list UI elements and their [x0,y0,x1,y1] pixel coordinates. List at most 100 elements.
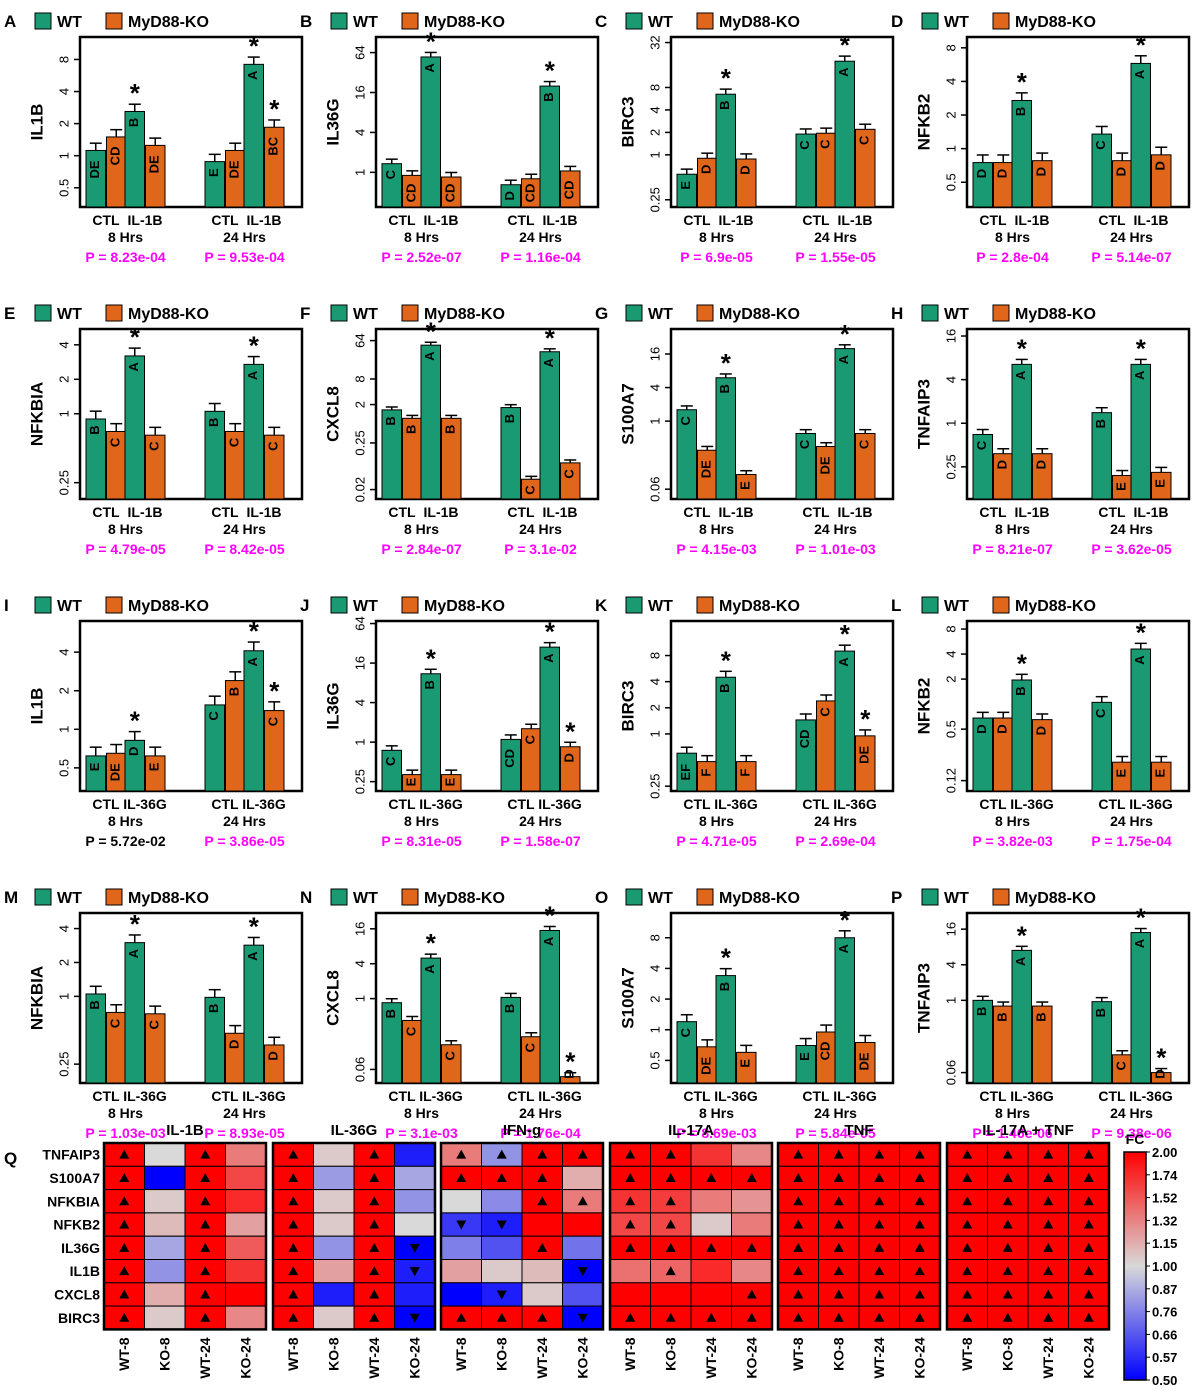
sig-star: * [840,319,851,349]
up-arrow-icon [706,1172,717,1182]
heatmap-cell [225,1305,267,1330]
sig-letter: DE [87,160,102,178]
y-tick-label: 1 [56,993,71,1000]
up-arrow-icon [962,1172,973,1182]
up-arrow-icon [369,1172,380,1182]
legend-wt-swatch [921,304,939,322]
up-arrow-icon [1083,1289,1094,1299]
legend-ko-swatch [105,888,123,906]
x-tick-label: IL-36G [123,796,167,812]
legend-wt-swatch [921,12,939,30]
heatmap-col-label: KO-8 [157,1337,173,1371]
legend-wt-label: WT [353,598,378,615]
legend-wt-label: WT [648,306,673,323]
sig-star: * [426,26,437,56]
y-tick-label: 4 [647,678,662,685]
sig-letter: B [974,1007,989,1016]
legend-wt-label: WT [57,306,82,323]
x-tick-label: IL-1B [247,212,282,228]
legend-ko-swatch [696,304,714,322]
legend-wt-label: WT [57,890,82,907]
legend-wt-swatch [921,596,939,614]
up-arrow-icon [288,1289,299,1299]
x-tick-label: CTL [388,212,416,228]
y-tick-label: 64 [352,45,367,59]
heatmap-cell [144,1212,186,1237]
bar-wt [243,944,264,1084]
time-label: 8 Hrs [699,229,734,245]
x-tick-label: CTL [979,796,1007,812]
sig-letter: A [1132,938,1147,948]
up-arrow-icon [1002,1242,1013,1252]
up-arrow-icon [119,1149,130,1159]
up-arrow-icon [537,1242,548,1252]
up-arrow-icon [1002,1266,1013,1276]
y-tick-label: 64 [352,616,367,630]
bar-wt [539,929,560,1084]
heatmap-col-label: WT-24 [197,1337,213,1378]
time-label: 8 Hrs [404,229,439,245]
up-arrow-icon [288,1196,299,1206]
sig-letter: DE [857,746,872,764]
x-tick-label: IL-36G [714,796,758,812]
bar-wt [243,363,264,500]
panel-B: B WT MyD88-KO 1 4 16 64 IL36G C CD A * CD D CD B * CD CTL I… [300,12,600,265]
time-label: 8 Hrs [699,1105,734,1121]
sig-letter: B [1034,1012,1049,1021]
scale-tick-label: 1.15 [1152,1236,1177,1251]
heatmap-col-label: KO-24 [912,1337,928,1378]
sig-letter: C [108,1018,123,1028]
up-arrow-icon [746,1172,757,1182]
y-tick-label: 2 [647,129,662,136]
y-tick-label: 0.06 [647,477,662,502]
sig-letter: D [1034,460,1049,469]
x-tick-label: CTL [979,212,1007,228]
y-tick-label: 0.25 [352,430,367,455]
x-tick-label: CTL [211,212,239,228]
y-tick-label: 0.5 [56,179,71,197]
up-arrow-icon [833,1242,844,1252]
sig-letter: B [383,416,398,425]
p-value: P = 8.21e-07 [972,541,1053,557]
p-value: P = 3.1e-03 [385,1125,458,1141]
legend-wt-swatch [330,596,348,614]
heatmap-cell [313,1235,355,1260]
up-arrow-icon [914,1266,925,1276]
y-tick-label: 0.5 [56,759,71,777]
heatmap-cell [562,1235,604,1260]
panel-J: J WT MyD88-KO 0.25 1 4 16 64 IL36G C E B * E CD C A * D * CT… [300,596,600,849]
up-arrow-icon [1043,1266,1054,1276]
sig-star: * [1136,617,1147,647]
x-tick-label: CTL [507,212,535,228]
x-tick-label: CTL [211,1088,239,1104]
y-axis-label: BIRC3 [618,680,637,731]
sig-letter: D [502,191,517,200]
heatmap-col-label: KO-8 [326,1337,342,1371]
sig-letter: B [126,118,141,127]
heatmap-block-frame [945,1141,1111,1331]
sig-star: * [721,63,732,93]
axis-frame [78,911,304,1085]
heatmap-cell [731,1259,773,1284]
up-arrow-icon [119,1266,130,1276]
sig-star: * [1156,1043,1167,1073]
y-tick-label: 16 [352,656,367,670]
heatmap-col-label: WT-24 [1040,1337,1056,1378]
bar-ko [264,1044,285,1084]
p-value: P = 5.72e-02 [85,833,166,849]
bar-wt [715,676,736,792]
up-arrow-icon [200,1149,211,1159]
heatmap-cell [440,1259,482,1284]
color-scale-bar [1123,1151,1147,1381]
heatmap-cell [144,1235,186,1260]
heatmap-cell [313,1165,355,1191]
up-arrow-icon [746,1242,757,1252]
panel-letter: P [891,888,902,907]
sig-letter: B [87,425,102,434]
up-arrow-icon [793,1149,804,1159]
time-label: 24 Hrs [1110,1105,1153,1121]
x-tick-label: IL-36G [1010,1088,1054,1104]
time-label: 8 Hrs [108,521,143,537]
